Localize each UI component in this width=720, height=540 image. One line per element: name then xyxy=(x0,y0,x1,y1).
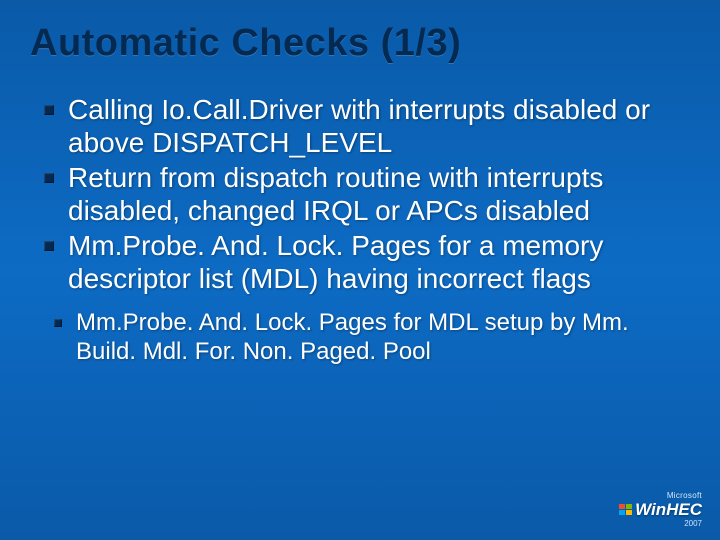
bullet-list: Calling Io.Call.Driver with interrupts d… xyxy=(38,93,690,295)
brand-logo: WinHEC xyxy=(619,501,702,518)
brand-text: WinHEC xyxy=(635,500,702,519)
list-item: Mm.Probe. And. Lock. Pages for MDL setup… xyxy=(48,309,690,366)
slide-title: Automatic Checks (1/3) xyxy=(30,22,690,65)
windows-flag-icon xyxy=(619,502,633,514)
slide-content: Calling Io.Call.Driver with interrupts d… xyxy=(30,93,690,366)
year-label: 2007 xyxy=(619,520,702,528)
footer-logo: Microsoft WinHEC 2007 xyxy=(619,492,702,528)
slide: Automatic Checks (1/3) Calling Io.Call.D… xyxy=(0,0,720,540)
vendor-label: Microsoft xyxy=(619,492,702,500)
list-item: Return from dispatch routine with interr… xyxy=(38,161,690,227)
sub-bullet-list: Mm.Probe. And. Lock. Pages for MDL setup… xyxy=(38,309,690,366)
list-item: Mm.Probe. And. Lock. Pages for a memory … xyxy=(38,229,690,295)
list-item: Calling Io.Call.Driver with interrupts d… xyxy=(38,93,690,159)
